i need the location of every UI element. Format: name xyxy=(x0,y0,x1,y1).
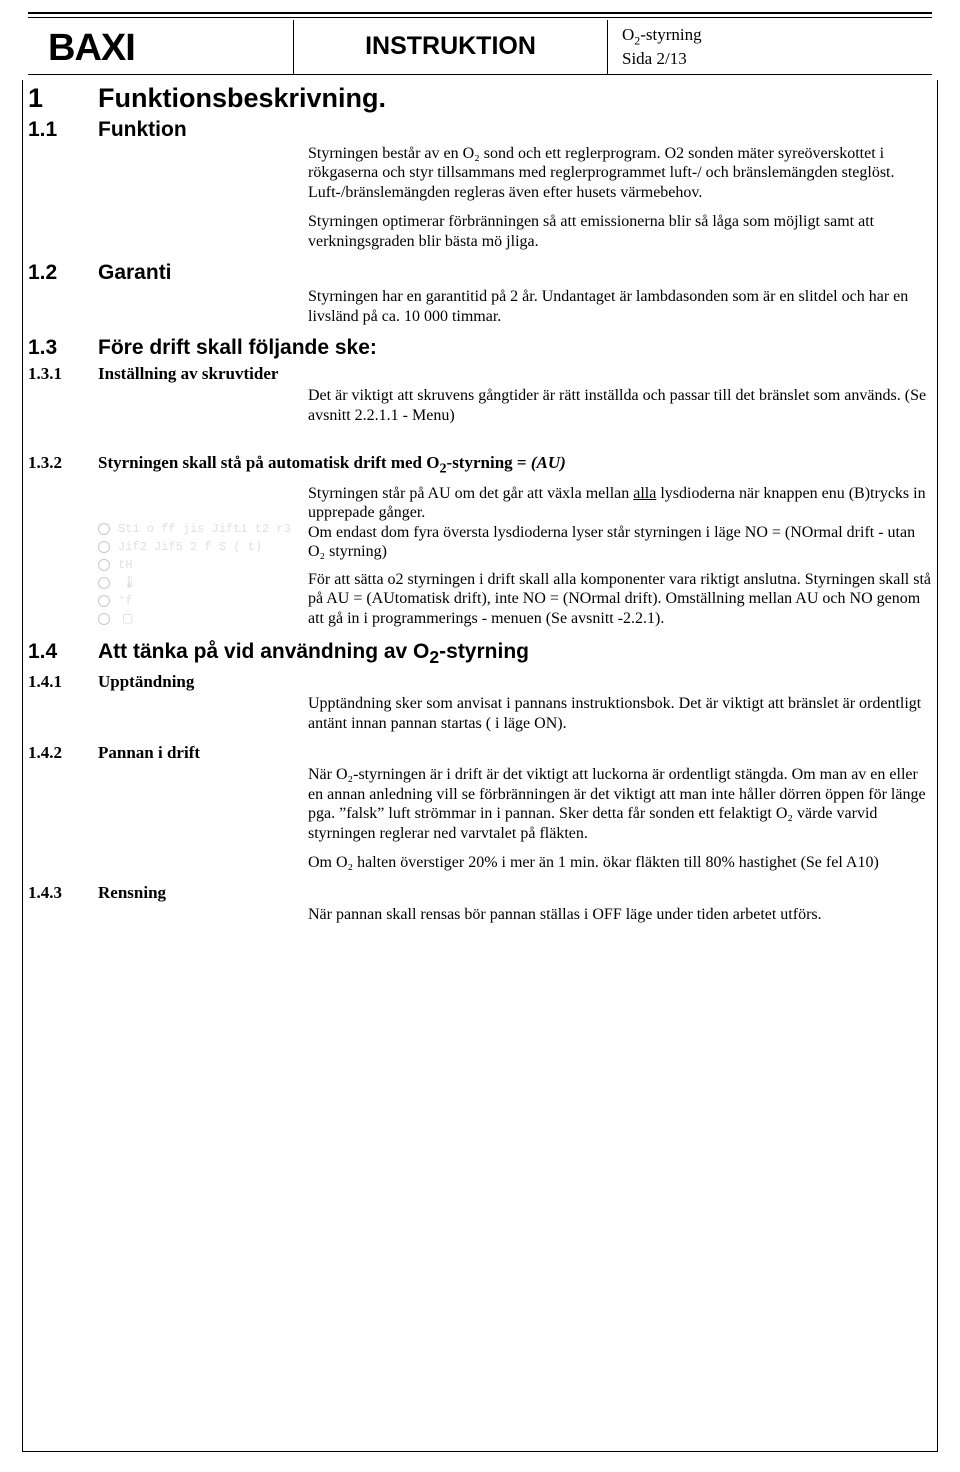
meta-suffix: -styrning xyxy=(640,25,701,44)
section-1-3-2-title: Styrningen skall stå på automatisk drift… xyxy=(98,453,932,477)
section-1-1-title: Funktion xyxy=(98,118,932,142)
top-double-rule xyxy=(28,12,932,18)
led-row-2: Jif2 Jif5 2 f S ( t) xyxy=(98,538,308,556)
page: BAXI INSTRUKTION O2-styrning Sida 2/13 1… xyxy=(0,0,960,1472)
led-icon xyxy=(98,559,110,571)
s14-sub: 2 xyxy=(429,647,439,667)
spacer xyxy=(28,628,932,636)
section-1-2-num: 1.2 xyxy=(28,261,98,285)
section-1-4-2-p2: Om O₂ halten överstiger 20% i mer än 1 m… xyxy=(308,853,932,873)
s132-p3: För att sätta o2 styrningen i drift skal… xyxy=(308,570,932,629)
meta-o: O xyxy=(622,25,634,44)
section-1-4-1-heading: 1.4.1 Upptändning xyxy=(28,672,932,692)
led-row-4: 🌡 xyxy=(98,574,308,592)
section-1-3-2-body: St1 o ff jis Jift1 t2 r3 Jif2 Jif5 2 f S… xyxy=(28,484,932,629)
meta-line-2: Sida 2/13 xyxy=(622,48,932,69)
section-1-3-heading: 1.3 Före drift skall följande ske: xyxy=(28,336,932,360)
section-1-4-num: 1.4 xyxy=(28,640,98,664)
s132-p2: Om endast dom fyra översta lysdioderna l… xyxy=(308,523,932,562)
brand-logo: BAXI xyxy=(48,27,135,70)
led-label: St1 o ff jis Jift1 t2 r3 xyxy=(118,522,291,536)
section-1-3-1-title: Inställning av skruvtider xyxy=(98,364,932,384)
section-1-4-2-num: 1.4.2 xyxy=(28,743,98,763)
led-icon xyxy=(98,577,110,589)
section-1-4-3-title: Rensning xyxy=(98,883,932,903)
section-1-2-p1: Styrningen har en garantitid på 2 år. Un… xyxy=(308,287,932,326)
section-1-3-2-text: Styrningen står på AU om det går att väx… xyxy=(308,484,932,629)
section-1-4-2-heading: 1.4.2 Pannan i drift xyxy=(28,743,932,763)
section-1-4-2-p1: När O₂-styrningen är i drift är det vikt… xyxy=(308,765,932,843)
section-1-4-heading: 1.4 Att tänka på vid användning av O2-st… xyxy=(28,640,932,668)
section-1-4-3-num: 1.4.3 xyxy=(28,883,98,903)
section-1-num: 1 xyxy=(28,83,98,114)
led-icon xyxy=(98,613,110,625)
led-label: tH xyxy=(118,558,132,572)
s132-p1: Styrningen står på AU om det går att väx… xyxy=(308,484,932,523)
section-1-3-1-heading: 1.3.1 Inställning av skruvtider xyxy=(28,364,932,384)
led-icon xyxy=(98,523,110,535)
section-1-4-2-title: Pannan i drift xyxy=(98,743,932,763)
s14-post: -styrning xyxy=(439,640,529,663)
section-1-4-1-title: Upptändning xyxy=(98,672,932,692)
section-1-4-1-p1: Upptändning sker som anvisat i pannans i… xyxy=(308,694,932,733)
drop-icon: ▢ xyxy=(122,611,133,626)
section-1-1-p1: Styrningen består av en O₂ sond och ett … xyxy=(308,144,932,203)
content: 1 Funktionsbeskrivning. 1.1 Funktion Sty… xyxy=(28,75,932,925)
thermometer-icon: 🌡 xyxy=(122,575,137,590)
led-row-1: St1 o ff jis Jift1 t2 r3 xyxy=(98,520,308,538)
s14-pre: Att tänka på vid användning av O xyxy=(98,640,429,663)
s132-p1-u: alla xyxy=(633,485,656,502)
section-1-4-3-p1: När pannan skall rensas bör pannan ställ… xyxy=(308,905,932,925)
led-row-3: tH xyxy=(98,556,308,574)
section-1-4-title: Att tänka på vid användning av O2-styrni… xyxy=(98,640,932,668)
spacer xyxy=(308,562,932,570)
section-1-2-heading: 1.2 Garanti xyxy=(28,261,932,285)
s132-p1a: Styrningen står på AU om det går att väx… xyxy=(308,485,633,502)
section-1-1-heading: 1.1 Funktion xyxy=(28,118,932,142)
section-1-3-title: Före drift skall följande ske: xyxy=(98,336,932,360)
doc-title: INSTRUKTION xyxy=(293,20,608,74)
spacer xyxy=(28,435,932,449)
s132-title-post: -styrning = xyxy=(447,453,531,472)
led-diagram: St1 o ff jis Jift1 t2 r3 Jif2 Jif5 2 f S… xyxy=(28,484,308,629)
section-1-1-p2: Styrningen optimerar förbränningen så at… xyxy=(308,212,932,251)
section-1-3-1-num: 1.3.1 xyxy=(28,364,98,384)
section-1-3-1-p1: Det är viktigt att skruvens gångtider är… xyxy=(308,386,932,425)
section-1-1-num: 1.1 xyxy=(28,118,98,142)
s132-title-pre: Styrningen skall stå på automatisk drift… xyxy=(98,453,439,472)
meta-cell: O2-styrning Sida 2/13 xyxy=(608,20,932,74)
section-1-4-1-num: 1.4.1 xyxy=(28,672,98,692)
led-icon xyxy=(98,595,110,607)
led-icon xyxy=(98,541,110,553)
section-1-4-3-heading: 1.4.3 Rensning xyxy=(28,883,932,903)
s132-title-sub: 2 xyxy=(439,461,446,477)
led-label: Jif2 Jif5 2 f S ( t) xyxy=(118,540,262,554)
led-label: °f xyxy=(118,594,132,608)
led-row-5: °f xyxy=(98,592,308,610)
section-1-3-2-heading: 1.3.2 Styrningen skall stå på automatisk… xyxy=(28,453,932,477)
header-row: BAXI INSTRUKTION O2-styrning Sida 2/13 xyxy=(28,20,932,74)
section-1-3-num: 1.3 xyxy=(28,336,98,360)
section-1-heading: 1 Funktionsbeskrivning. xyxy=(28,83,932,114)
led-row-6: ▢ xyxy=(98,610,308,628)
logo-cell: BAXI xyxy=(28,20,293,74)
section-1-2-title: Garanti xyxy=(98,261,932,285)
s132-title-ital: (AU) xyxy=(531,453,566,472)
section-1-3-2-num: 1.3.2 xyxy=(28,453,98,473)
meta-line-1: O2-styrning xyxy=(622,24,932,48)
section-1-title: Funktionsbeskrivning. xyxy=(98,83,932,114)
